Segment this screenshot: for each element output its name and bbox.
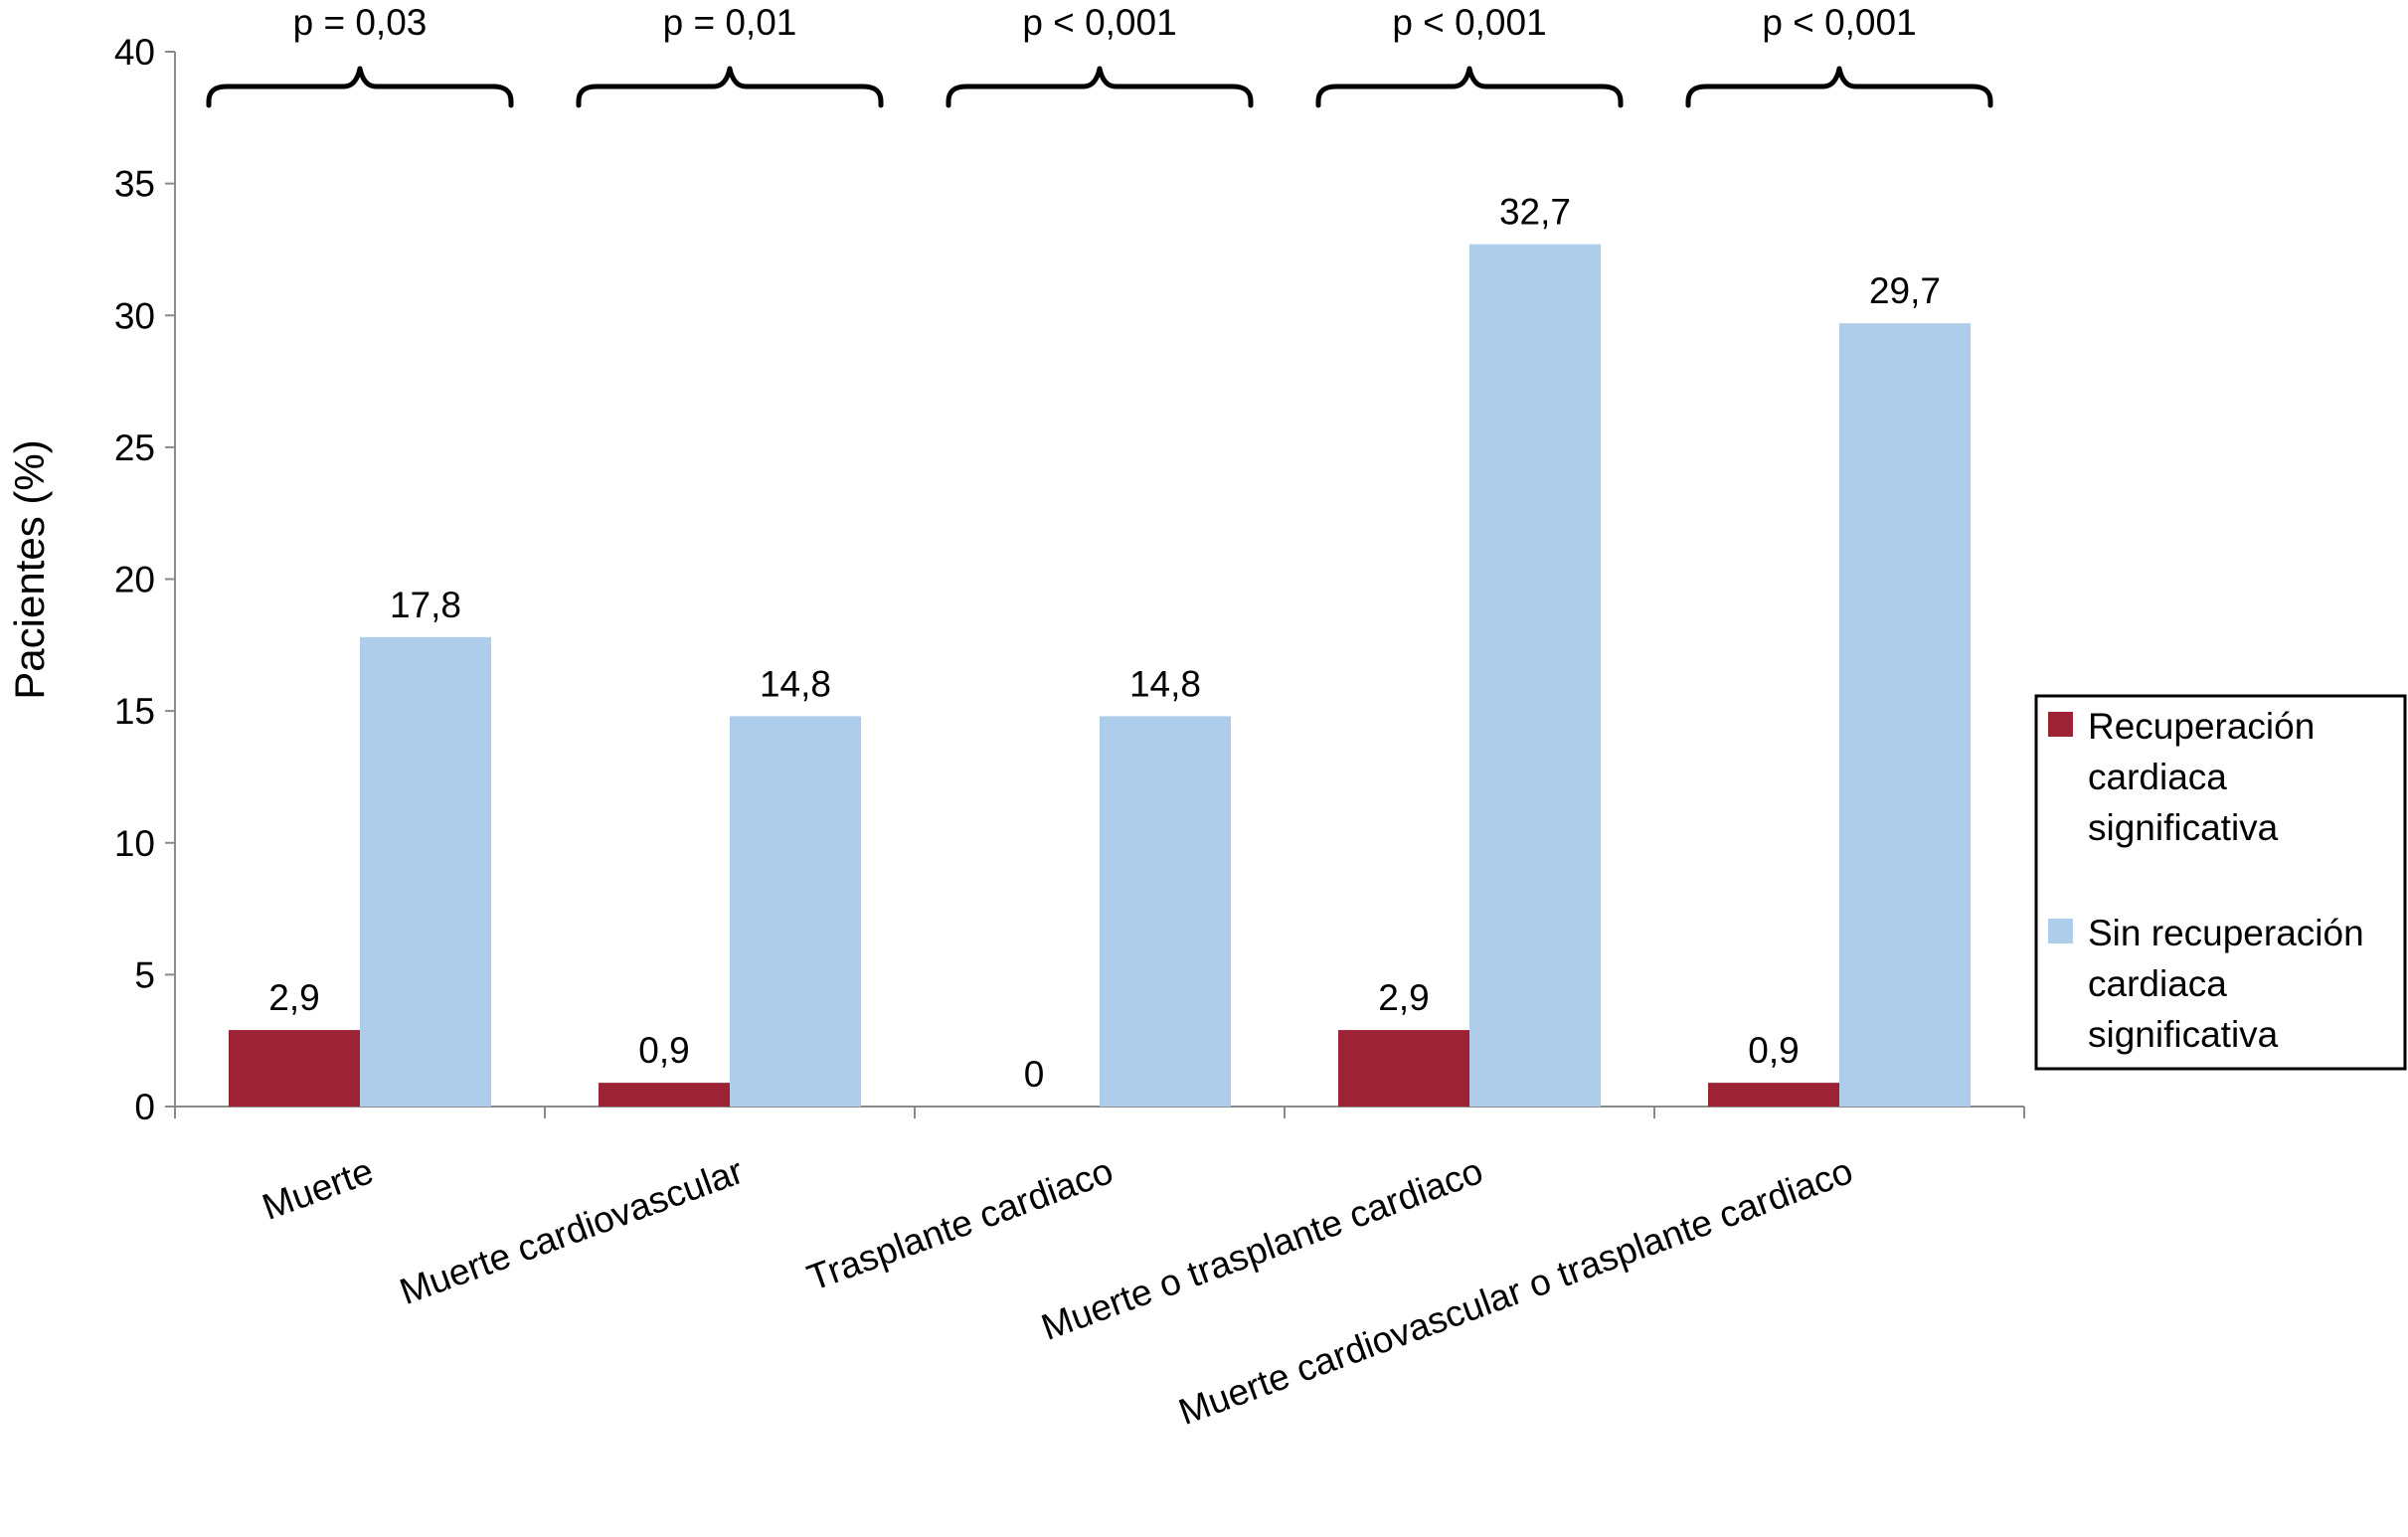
legend-box (2034, 694, 2407, 1071)
data-labels: 2,9 0,9 0 2,9 0,9 17,8 14,8 14,8 32,7 29,7 (268, 192, 1941, 1095)
legend-label-line: significativa (2088, 807, 2279, 848)
y-tick-label: 40 (114, 32, 155, 73)
p-value-label: p < 0,001 (1762, 2, 1916, 43)
bar-recuperacion (1338, 1030, 1469, 1107)
bars (229, 244, 1971, 1107)
y-tick-label: 5 (134, 954, 155, 995)
y-tick-label: 15 (114, 691, 155, 732)
x-category-label: Muerte cardiovascular (395, 1150, 749, 1312)
bar-value-label: 32,7 (1499, 192, 1571, 233)
bar-sin-recuperacion (730, 716, 861, 1107)
bar-recuperacion (1708, 1083, 1839, 1107)
x-category-label: Muerte cardiovascular o trasplante cardi… (1173, 1150, 1857, 1433)
y-tick-label: 35 (114, 164, 155, 205)
p-value-label: p = 0,03 (293, 2, 428, 43)
significance-brace (576, 66, 884, 108)
bar-value-label: 0,9 (638, 1030, 689, 1071)
x-axis: Muerte Muerte cardiovascular Trasplante ca… (174, 1106, 2025, 1433)
y-tick-label: 0 (134, 1087, 155, 1127)
bar-recuperacion (599, 1083, 730, 1107)
bar-value-label: 0 (1024, 1054, 1045, 1095)
bar-value-label: 0,9 (1748, 1030, 1799, 1071)
legend-label-line: Recuperación (2088, 706, 2315, 747)
legend-label: Recuperación cardiaca significativa (2088, 706, 2315, 848)
bar-sin-recuperacion (360, 636, 491, 1107)
x-category-label: Trasplante cardiaco (802, 1150, 1118, 1298)
legend-swatch (2048, 919, 2073, 943)
bar-sin-recuperacion (1100, 716, 1231, 1107)
bar-value-label: 2,9 (1378, 977, 1429, 1018)
bar-sin-recuperacion (1839, 323, 1971, 1107)
legend-label-line: cardiaca (2088, 757, 2227, 797)
x-category-label: Muerte (258, 1150, 379, 1228)
y-axis-title: Pacientes (%) (6, 439, 53, 699)
bar-value-label: 2,9 (268, 977, 319, 1018)
p-value-label: p < 0,001 (1022, 2, 1176, 43)
significance-brace (946, 66, 1254, 108)
y-tick-label: 20 (114, 560, 155, 600)
significance-brace (206, 66, 514, 108)
y-tick-label: 10 (114, 823, 155, 864)
legend-swatch (2048, 712, 2073, 737)
bar-value-label: 14,8 (1129, 663, 1201, 704)
legend-label: Sin recuperación cardiaca significativa (2088, 913, 2364, 1055)
bar-value-label: 17,8 (390, 585, 461, 625)
legend-label-line: Sin recuperación (2088, 913, 2364, 953)
significance-brace (1315, 66, 1624, 108)
y-tick-label: 30 (114, 295, 155, 336)
legend-label-line: cardiaca (2088, 963, 2227, 1004)
bar-value-label: 14,8 (760, 663, 831, 704)
p-value-label: p = 0,01 (663, 2, 797, 43)
bar-recuperacion (229, 1030, 360, 1107)
y-axis: 0 5 10 15 20 25 30 35 40 (114, 32, 176, 1127)
bar-sin-recuperacion (1469, 244, 1601, 1107)
bar-value-label: 29,7 (1869, 270, 1941, 311)
y-tick-label: 25 (114, 427, 155, 468)
legend-label-line: significativa (2088, 1014, 2279, 1055)
significance-annotations: p = 0,03 p = 0,01 p < 0,001 p < 0,001 p < 0,… (206, 2, 1993, 108)
significance-brace (1685, 66, 1993, 108)
p-value-label: p < 0,001 (1392, 2, 1546, 43)
